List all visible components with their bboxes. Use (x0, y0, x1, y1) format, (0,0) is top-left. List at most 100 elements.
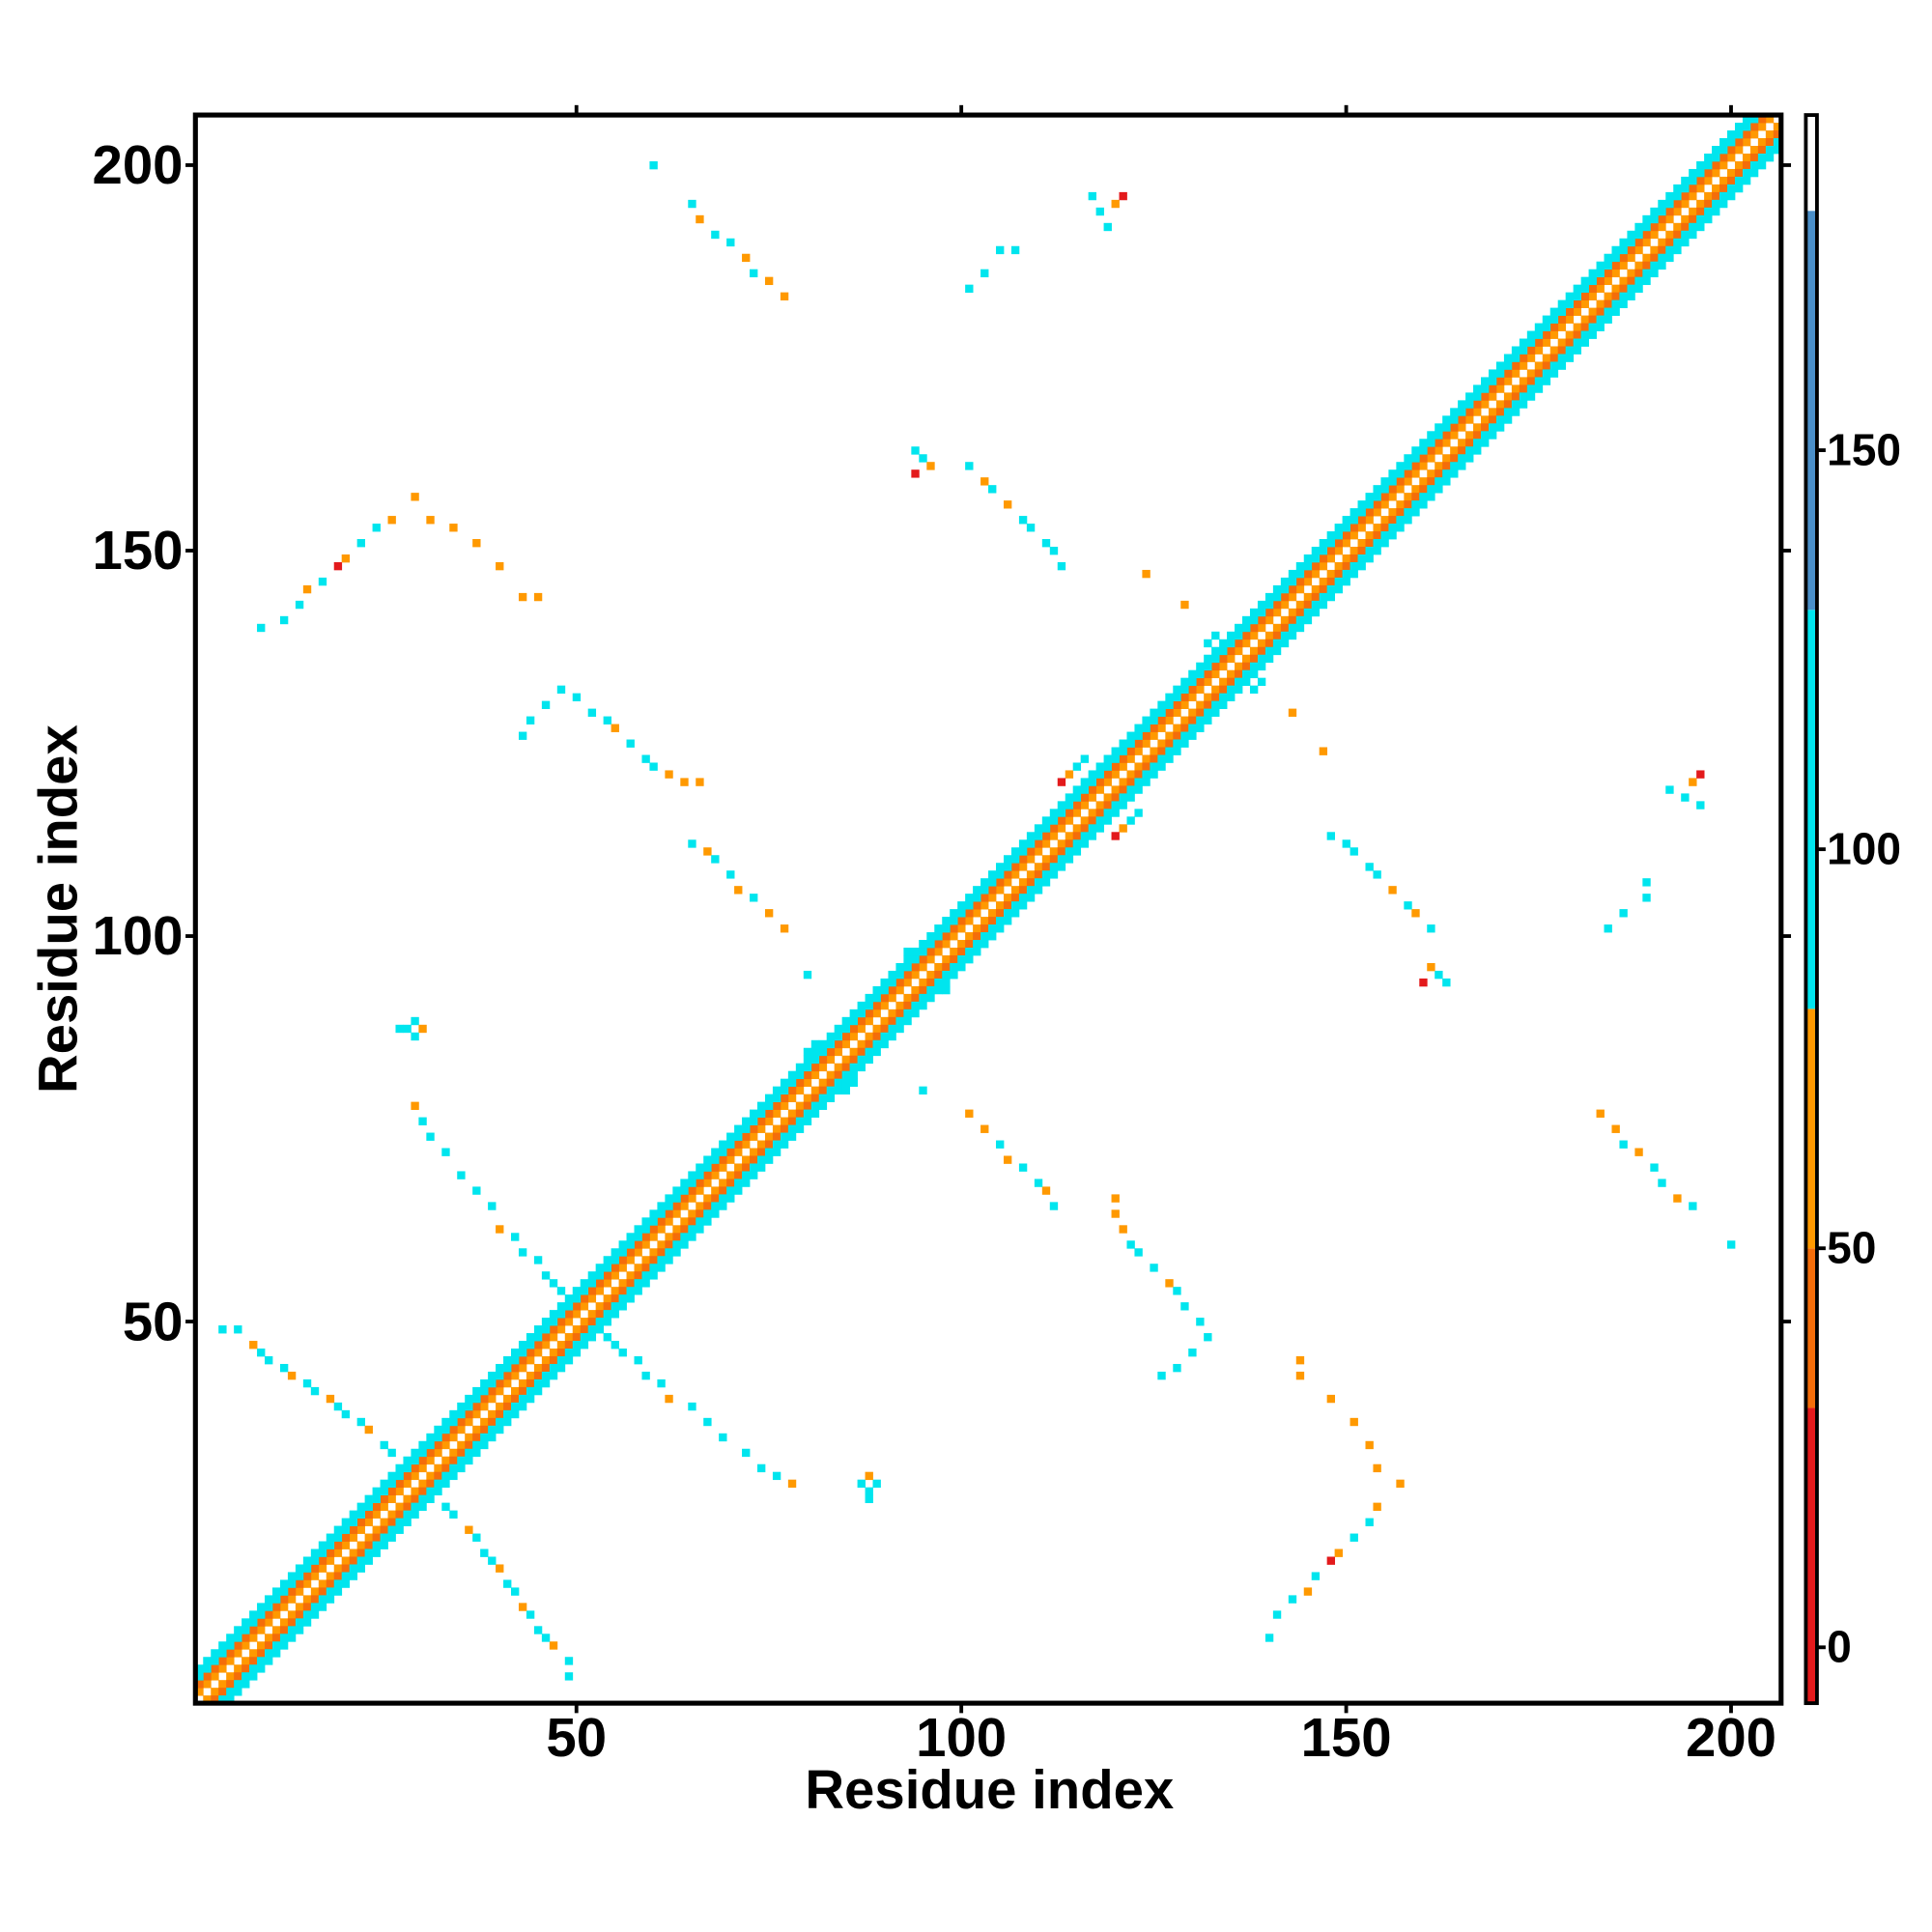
cell (1712, 191, 1720, 201)
cell (734, 1171, 743, 1179)
cell (1734, 123, 1744, 131)
cell (834, 1032, 843, 1041)
cell (841, 1078, 851, 1088)
cell (934, 985, 943, 995)
cell (1388, 516, 1397, 525)
cell (511, 1587, 520, 1596)
cell (556, 1349, 566, 1357)
cell (1503, 377, 1513, 385)
cell (395, 1487, 404, 1496)
cell (1180, 716, 1189, 724)
cell (1427, 431, 1435, 440)
cell (942, 985, 951, 995)
cell (1018, 878, 1028, 887)
cell (1264, 631, 1274, 640)
cell (934, 978, 943, 987)
cell (1765, 130, 1775, 139)
cell (426, 516, 435, 525)
cell (1227, 646, 1236, 656)
cell (1642, 894, 1651, 902)
cell (1319, 584, 1328, 594)
cell (1080, 785, 1090, 794)
cell (1665, 785, 1674, 794)
cell (611, 1248, 619, 1257)
cell (911, 970, 920, 980)
cell (218, 1664, 227, 1673)
cell (279, 1587, 289, 1596)
cell (1450, 431, 1459, 440)
cell (1365, 1440, 1374, 1450)
cell (1080, 824, 1090, 833)
cell (980, 917, 989, 925)
cell (611, 1271, 619, 1280)
cell (957, 924, 966, 933)
cell (649, 1264, 658, 1272)
cell (211, 1657, 219, 1665)
cell (810, 1070, 820, 1080)
cell (496, 1363, 504, 1373)
cell (556, 1341, 566, 1350)
cell (857, 1016, 866, 1026)
cell (1357, 500, 1366, 509)
cell (1180, 600, 1189, 610)
cell (349, 1510, 358, 1519)
cell (880, 1001, 889, 1010)
cell (1650, 245, 1659, 255)
cell (242, 1634, 250, 1642)
cell (726, 1132, 735, 1141)
cell (295, 1626, 304, 1634)
cell (696, 1209, 704, 1218)
cell (1396, 469, 1405, 478)
cell (533, 1363, 543, 1373)
cell (341, 1518, 351, 1526)
cell (903, 962, 912, 972)
cell (772, 1148, 781, 1156)
cell (556, 1310, 566, 1319)
cell (1350, 554, 1358, 563)
cell (810, 1101, 820, 1110)
cell (364, 1533, 373, 1542)
cell (1557, 299, 1567, 308)
cell (688, 1171, 696, 1179)
cell (988, 909, 997, 918)
cell (1003, 870, 1012, 879)
cell (634, 1240, 642, 1249)
cell (888, 1016, 896, 1026)
cell (1065, 809, 1074, 817)
cell (1010, 886, 1020, 895)
cell (1288, 608, 1297, 617)
cell (641, 754, 650, 763)
cell (1411, 500, 1420, 509)
cell (1681, 222, 1690, 232)
cell (1604, 315, 1612, 324)
cell (218, 1657, 227, 1665)
cell (349, 1548, 358, 1557)
cell (1689, 207, 1697, 216)
cell (1227, 669, 1236, 679)
cell (1219, 700, 1228, 709)
cell (472, 1433, 481, 1442)
cell (880, 1016, 889, 1026)
cell (511, 1386, 520, 1396)
cell (1742, 176, 1751, 185)
cell (919, 454, 927, 463)
cell (395, 1463, 404, 1473)
cell (1727, 191, 1736, 201)
cell (1134, 747, 1143, 755)
cell (810, 1063, 820, 1072)
cell (1103, 816, 1112, 825)
cell (1165, 747, 1174, 755)
cell (249, 1610, 258, 1619)
cell (1219, 654, 1228, 664)
cell (1627, 253, 1635, 263)
cell (503, 1394, 512, 1404)
cell (756, 1163, 766, 1172)
cell (1665, 253, 1674, 263)
cell (1619, 284, 1628, 294)
cell (1557, 354, 1567, 362)
cell (1704, 153, 1713, 162)
cell (734, 1124, 743, 1133)
cell (803, 1117, 812, 1125)
cell (1719, 191, 1728, 201)
cell (649, 1233, 658, 1241)
